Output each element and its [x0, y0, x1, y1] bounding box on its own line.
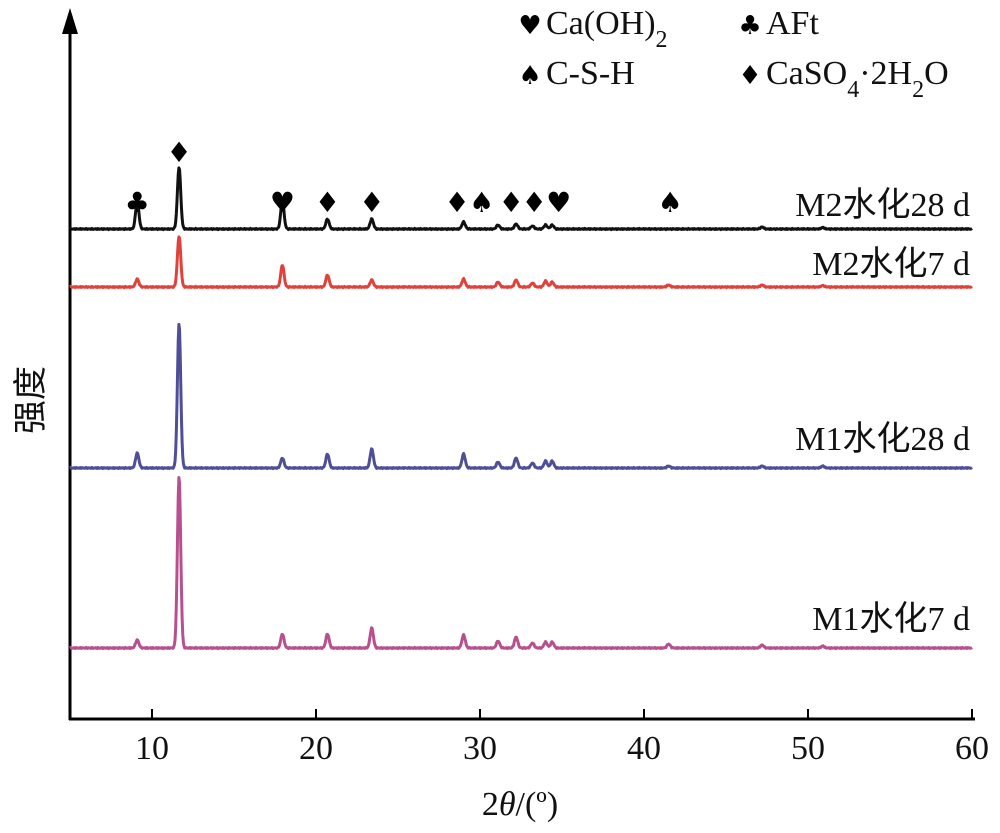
phase-marker-group: ♣♦♥ ♦ ♦ ♦ ♠ ♦♦ ♥ ♠ — [125, 136, 683, 219]
phase-marker: ♠ — [469, 186, 494, 219]
legend-label: CaSO4·2H2O — [766, 55, 949, 103]
phase-marker: ♠ — [658, 186, 683, 219]
x-axis-title: 2θ/(º) — [482, 786, 558, 823]
x-tick-label: 60 — [955, 730, 989, 767]
series-line — [69, 322, 973, 471]
legend-label: AFt — [766, 5, 819, 42]
legend: ♥ Ca(OH)2 ♣ AFt ♠ C-S-H ♦ CaSO4·2H2O — [518, 5, 948, 103]
phase-marker: ♣ — [125, 186, 150, 219]
legend-symbol: ♠ — [518, 61, 541, 91]
x-tick-label: 30 — [463, 730, 497, 767]
y-axis-title: 强度 — [12, 366, 50, 434]
series-line — [69, 235, 973, 290]
phase-marker: ♥ — [270, 186, 295, 219]
legend-symbol: ♥ — [518, 11, 541, 41]
phase-marker: ♦ — [359, 186, 384, 219]
x-tick-label: 10 — [135, 730, 169, 767]
legend-label: C-S-H — [546, 55, 635, 92]
phase-marker: ♦ — [167, 136, 192, 169]
phase-marker: ♦ — [315, 186, 340, 219]
axes: 10 20 30 40 50 60 2θ/(º) 强度 — [12, 8, 989, 823]
series-group: M2水化28 d M2水化7 d M1水化28 d M1水化7 d — [69, 166, 973, 651]
y-axis-arrow — [62, 8, 78, 34]
x-tick-label: 20 — [299, 730, 333, 767]
legend-symbol: ♣ — [738, 11, 761, 41]
phase-marker: ♦ — [522, 186, 547, 219]
series-line — [69, 166, 973, 232]
phase-marker: ♦ — [499, 186, 524, 219]
series-label: M1水化7 d — [812, 600, 970, 638]
series-label: M2水化28 d — [795, 186, 970, 224]
x-tick-label: 40 — [627, 730, 661, 767]
series-label: M1水化28 d — [795, 420, 970, 458]
legend-label: Ca(OH)2 — [546, 5, 668, 53]
series-line — [69, 476, 973, 651]
phase-marker: ♥ — [546, 186, 571, 219]
series-label: M2水化7 d — [812, 245, 970, 283]
x-ticks: 10 20 30 40 50 60 — [135, 709, 989, 767]
phase-marker: ♦ — [444, 186, 469, 219]
legend-symbol: ♦ — [738, 61, 761, 91]
x-tick-label: 50 — [791, 730, 825, 767]
